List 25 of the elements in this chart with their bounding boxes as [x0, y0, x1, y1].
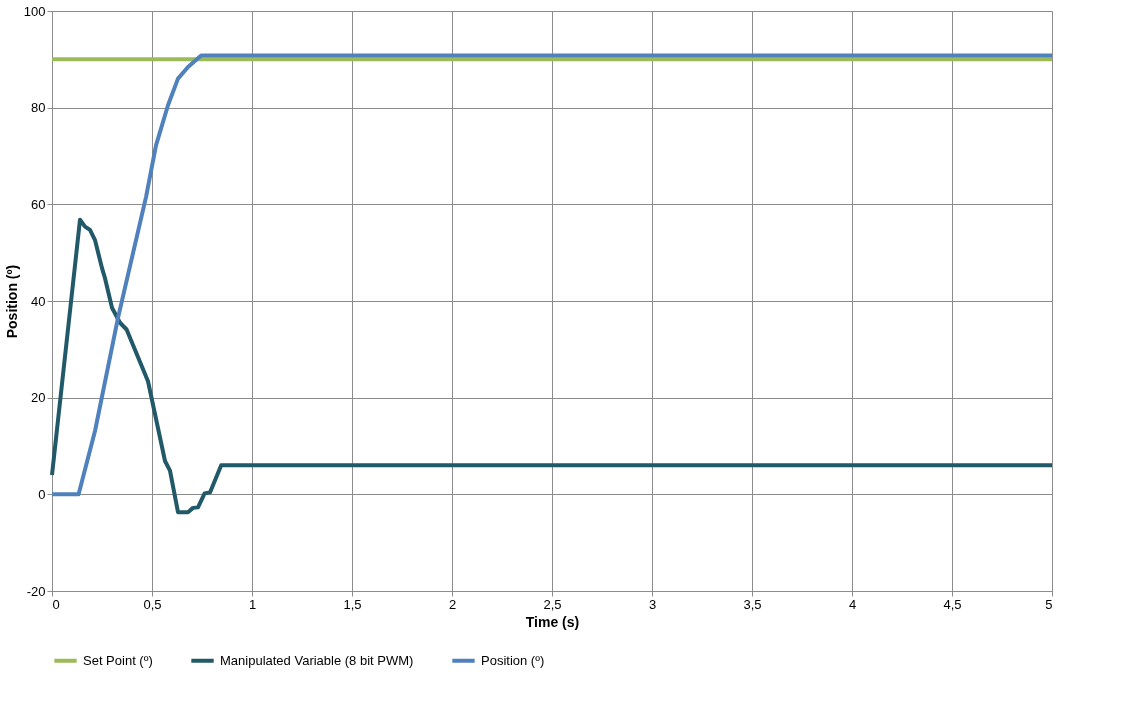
x-tick-label: 3	[648, 596, 657, 612]
x-tick-label: 0,5	[143, 596, 162, 612]
x-tick-label: 0	[52, 596, 60, 612]
x-tick-label: 1,5	[343, 596, 362, 612]
x-tick-label: 4	[848, 596, 857, 612]
legend-label: Position (º)	[481, 652, 545, 668]
x-axis-title: Time (s)	[525, 613, 580, 630]
y-tick-label: 40	[31, 293, 46, 309]
line-series	[50, 53, 1054, 497]
x-tick-label: 4,5	[943, 596, 962, 612]
y-axis-title: Position (º)	[3, 264, 20, 339]
x-tick-label: 2,5	[543, 596, 562, 612]
y-tick-label: 100	[23, 3, 46, 19]
x-tick-label: 5	[1045, 596, 1053, 612]
x-tick-label: 3,5	[743, 596, 762, 612]
legend-label: Manipulated Variable (8 bit PWM)	[220, 652, 414, 668]
x-tick-label: 1	[248, 596, 257, 612]
line-series	[50, 217, 1054, 515]
y-tick-label: -20	[26, 583, 46, 599]
y-tick-label: 0	[38, 486, 46, 502]
y-tick-label: 20	[31, 390, 46, 406]
y-tick-label: 60	[31, 196, 46, 212]
x-tick-label: 2	[448, 596, 457, 612]
legend-label: Set Point (º)	[83, 652, 153, 668]
y-tick-label: 80	[31, 100, 46, 116]
